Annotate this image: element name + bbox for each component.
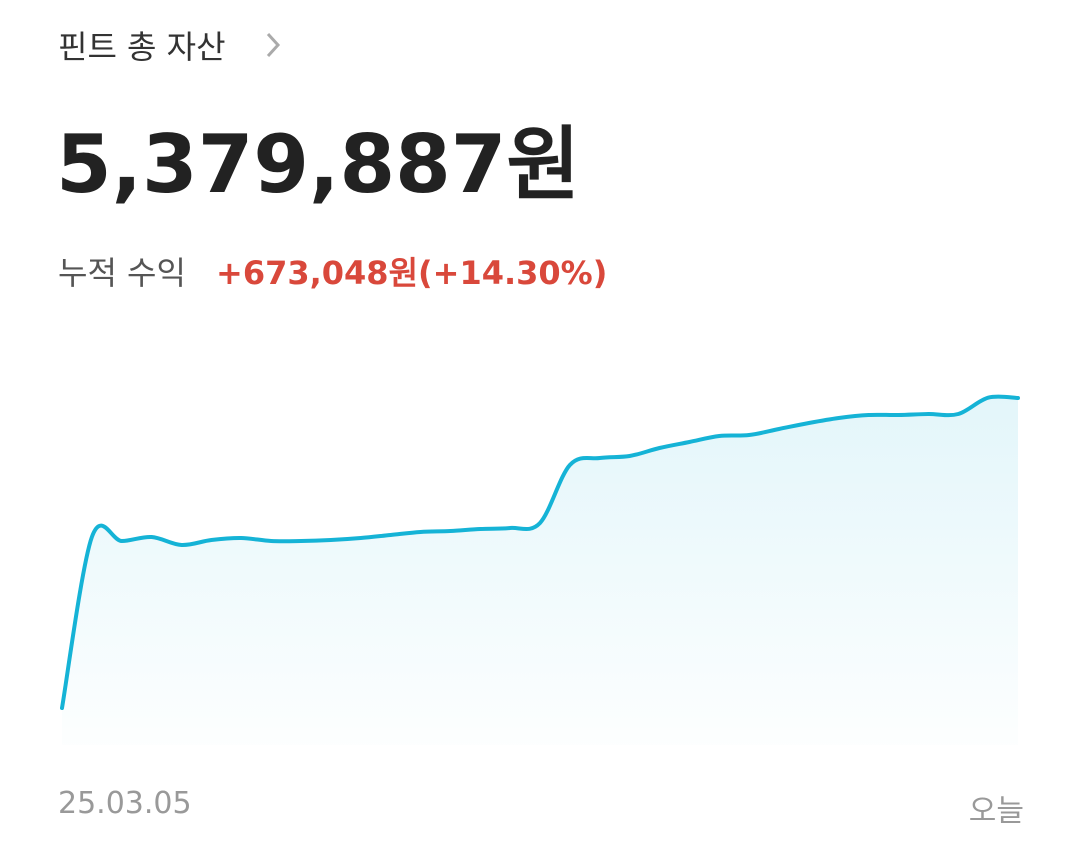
x-start-label: 25.03.05 (58, 786, 192, 821)
total-amount: 5,379,887원 (56, 118, 581, 211)
area (62, 396, 1018, 745)
profit-label: 누적 수익 (58, 254, 186, 292)
chevron[interactable] (262, 30, 284, 60)
line (60, 394, 1020, 711)
x-end-label: 오늘 (968, 794, 1024, 829)
title[interactable]: 핀트 총 자산 (58, 28, 226, 66)
profit-value: +673,048원(+14.30%) (216, 254, 608, 292)
